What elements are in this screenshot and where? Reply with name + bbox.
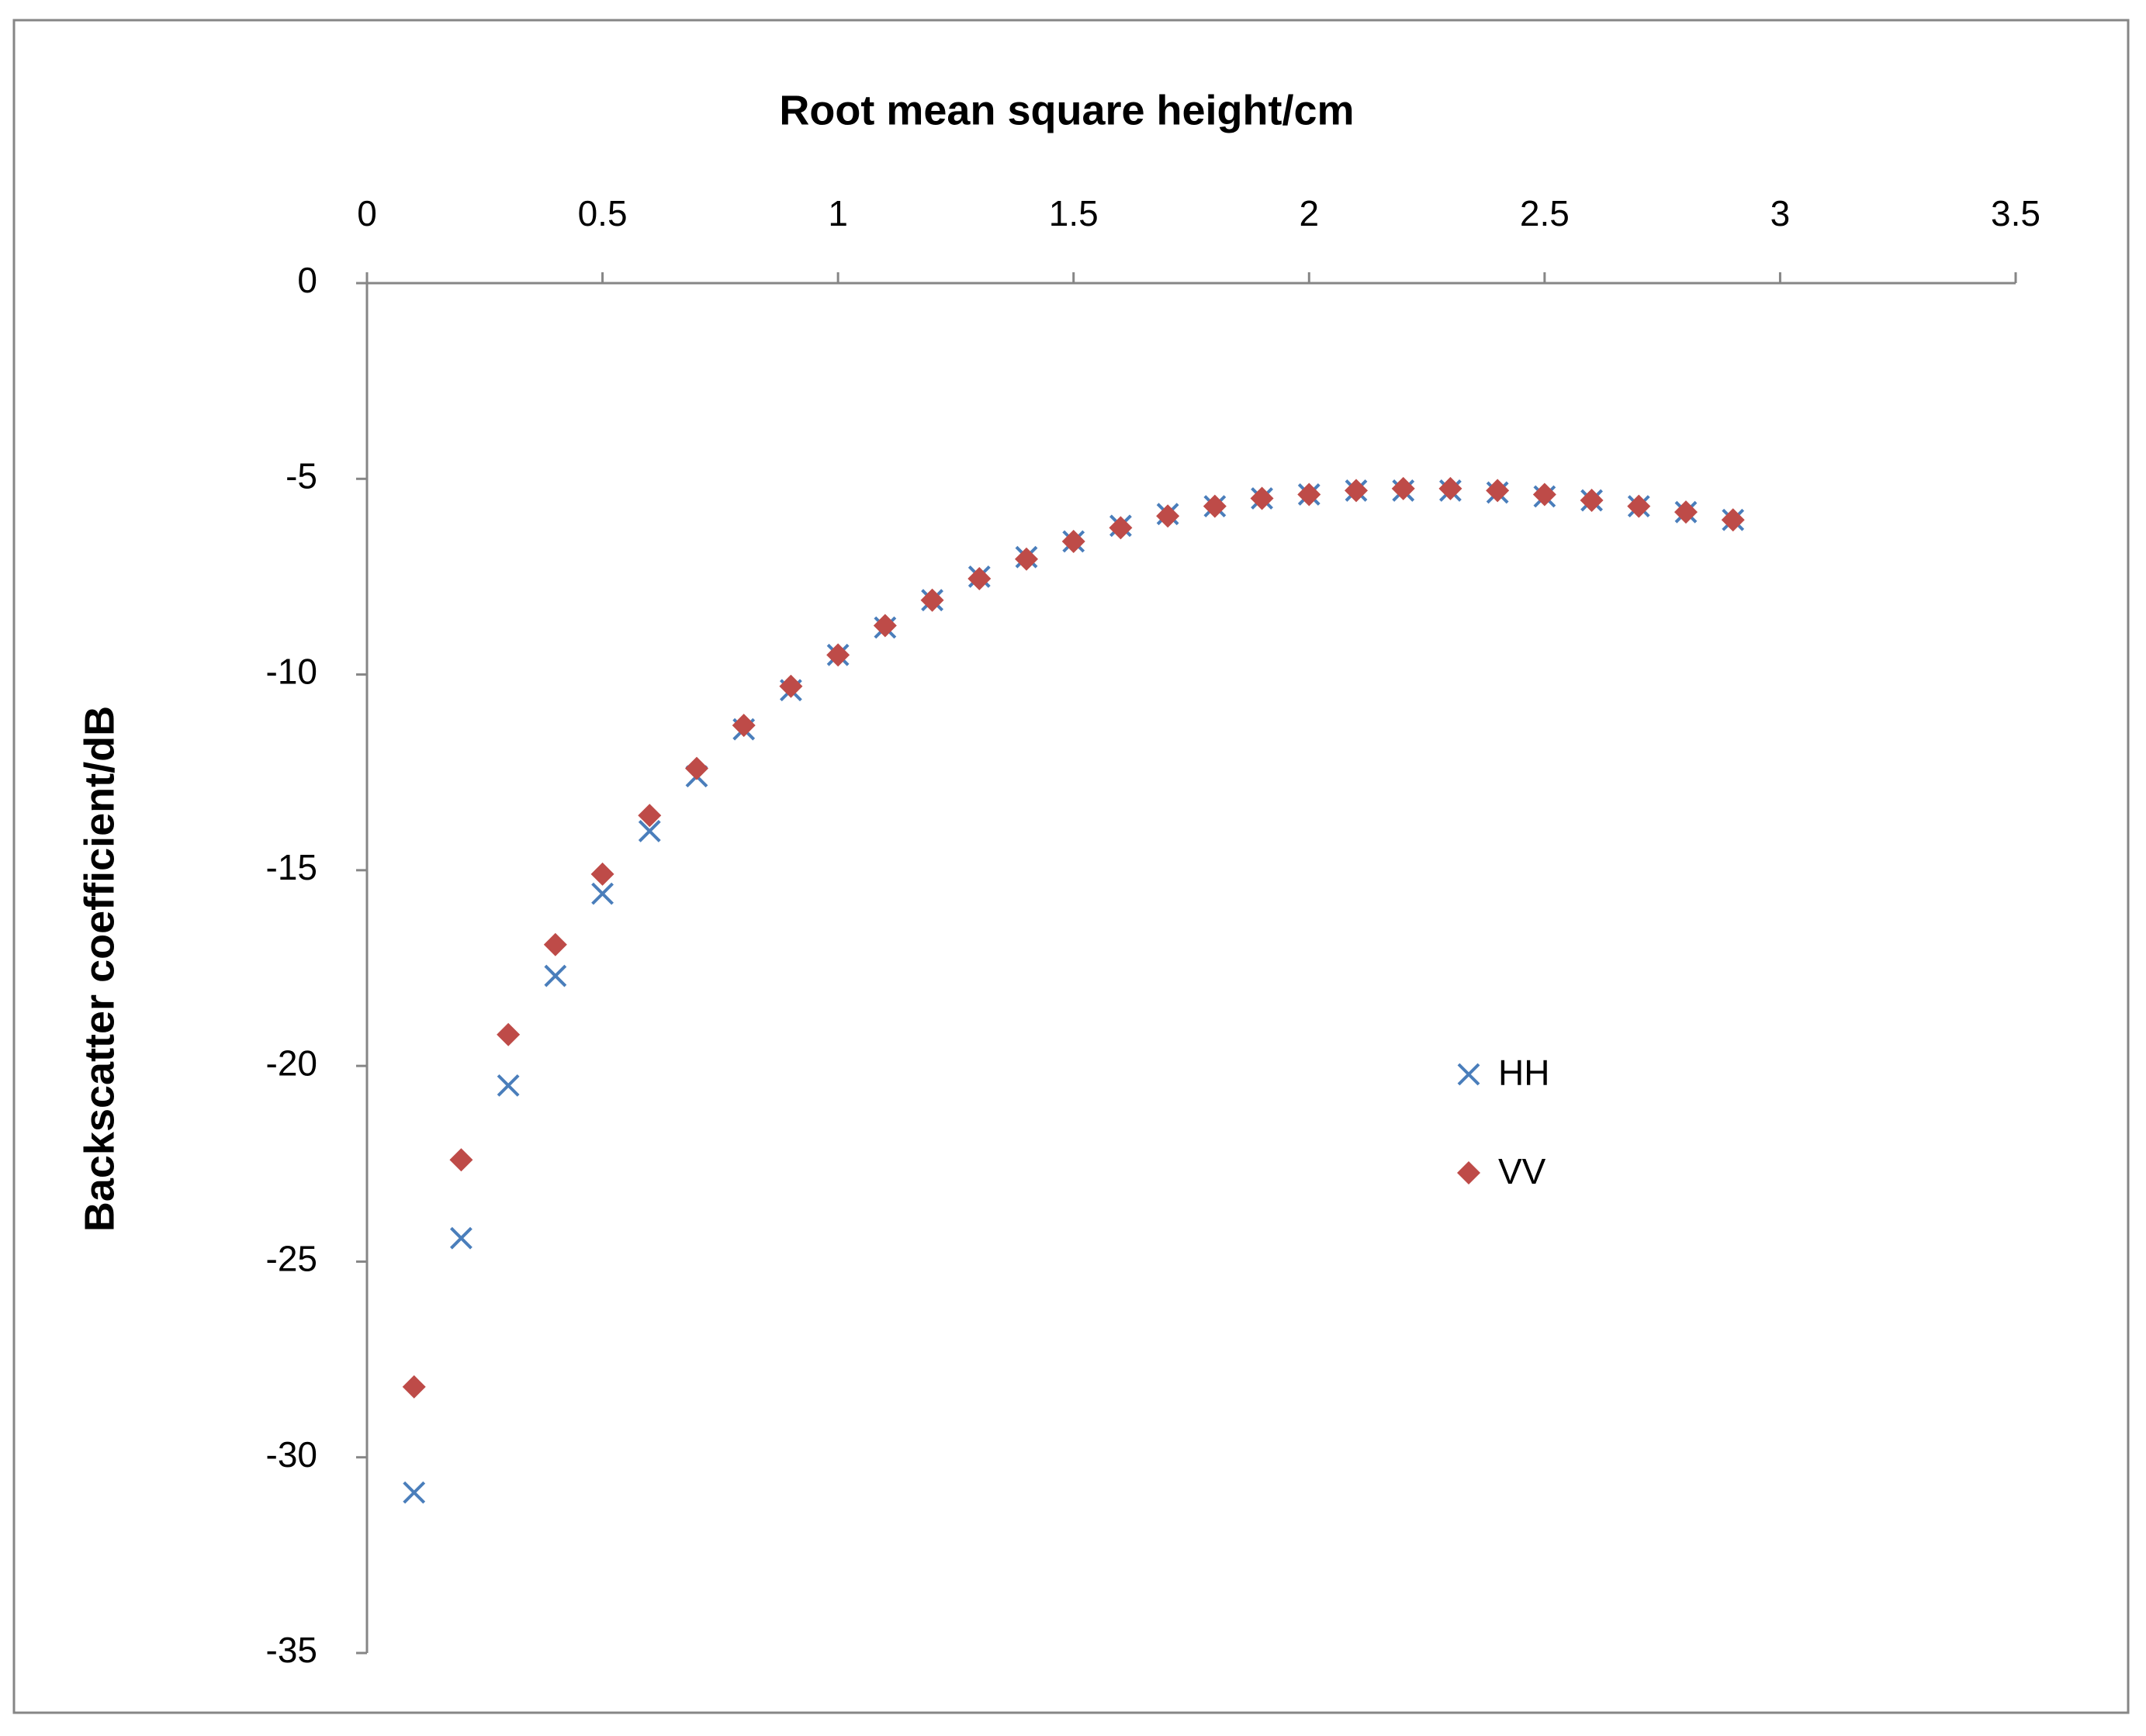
marker-diamond: [590, 862, 614, 886]
marker-diamond: [1438, 476, 1462, 500]
marker-x: [497, 1074, 520, 1097]
marker-diamond: [1721, 508, 1745, 532]
x-tick-label: 1.5: [1049, 193, 1099, 233]
marker-diamond: [1156, 504, 1180, 528]
marker-diamond: [1674, 500, 1698, 524]
marker-x: [638, 819, 661, 842]
marker-diamond: [1061, 530, 1085, 554]
chart-border: [12, 19, 2130, 1714]
x-tick-label: 0.5: [578, 193, 628, 233]
marker-diamond: [1015, 547, 1038, 571]
x-tick-label: 1: [828, 193, 848, 233]
marker-diamond: [685, 756, 708, 780]
y-tick-label: -15: [266, 847, 317, 887]
x-tick-label: 3: [1770, 193, 1791, 233]
y-tick-label: -30: [266, 1434, 317, 1475]
marker-diamond: [543, 932, 567, 956]
marker-x: [450, 1226, 472, 1250]
marker-diamond: [402, 1375, 426, 1399]
y-tick-label: -10: [266, 652, 317, 692]
marker-diamond: [1109, 516, 1133, 540]
marker-x: [403, 1481, 426, 1504]
marker-diamond: [1486, 479, 1510, 503]
x-axis-title: Root mean square height/cm: [779, 87, 1354, 133]
marker-diamond: [1345, 479, 1368, 503]
legend-marker: [1457, 1063, 1480, 1086]
y-tick-label: 0: [297, 260, 317, 300]
x-tick-label: 2.5: [1520, 193, 1570, 233]
marker-diamond: [638, 804, 662, 828]
marker-diamond: [732, 714, 756, 738]
marker-diamond: [497, 1022, 521, 1046]
marker-diamond: [779, 674, 803, 698]
marker-diamond: [1580, 489, 1604, 513]
marker-x: [544, 964, 567, 987]
x-tick-label: 3.5: [1991, 193, 2040, 233]
marker-diamond: [1532, 482, 1556, 507]
marker-diamond: [1297, 482, 1321, 507]
y-tick-label: -5: [286, 455, 317, 496]
y-tick-label: -20: [266, 1043, 317, 1083]
marker-diamond: [1391, 476, 1415, 500]
marker-diamond: [449, 1148, 473, 1172]
y-tick-label: -35: [266, 1630, 317, 1670]
marker-diamond: [1203, 494, 1227, 518]
x-tick-label: 0: [357, 193, 377, 233]
marker-diamond: [1627, 494, 1651, 518]
legend-label: VV: [1498, 1151, 1546, 1191]
marker-diamond: [920, 588, 944, 612]
marker-diamond: [1250, 486, 1274, 510]
legend-label: HH: [1498, 1053, 1549, 1093]
y-tick-label: -25: [266, 1239, 317, 1279]
marker-diamond: [967, 566, 992, 590]
legend-marker: [1457, 1161, 1480, 1184]
x-tick-label: 2: [1299, 193, 1319, 233]
marker-diamond: [873, 614, 897, 638]
y-axis-title: Backscatter coefficient/dB: [76, 706, 123, 1232]
marker-diamond: [826, 643, 850, 667]
marker-x: [591, 882, 614, 905]
